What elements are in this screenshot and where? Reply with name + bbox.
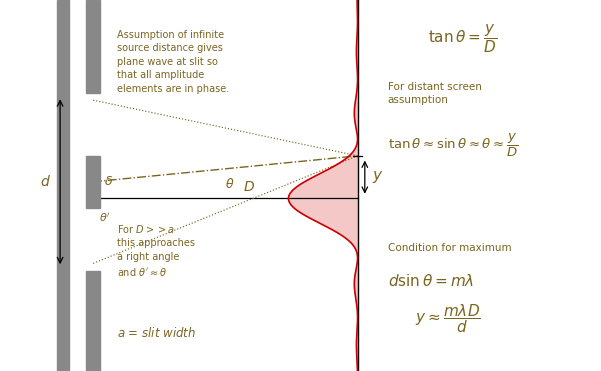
Text: For $D >> a$
this approaches
a right angle
and $\theta' \approx \theta$: For $D >> a$ this approaches a right ang… bbox=[117, 223, 195, 278]
Text: For distant screen
assumption: For distant screen assumption bbox=[388, 82, 481, 105]
Bar bbox=[86, 0, 100, 93]
Text: $a$ = slit width: $a$ = slit width bbox=[117, 326, 197, 341]
Bar bbox=[86, 271, 100, 371]
Text: Assumption of infinite
source distance gives
plane wave at slit so
that all ampl: Assumption of infinite source distance g… bbox=[117, 30, 230, 94]
Text: $\delta$: $\delta$ bbox=[104, 175, 113, 188]
Text: $\tan\theta \approx \sin\theta \approx \theta \approx \dfrac{y}{D}$: $\tan\theta \approx \sin\theta \approx \… bbox=[388, 132, 518, 159]
Bar bbox=[57, 0, 69, 371]
Bar bbox=[86, 156, 100, 208]
Text: $D$: $D$ bbox=[243, 180, 255, 194]
Text: Condition for maximum: Condition for maximum bbox=[388, 243, 511, 253]
Text: $\tan\theta = \dfrac{y}{D}$: $\tan\theta = \dfrac{y}{D}$ bbox=[428, 22, 498, 55]
Text: $\theta$: $\theta$ bbox=[225, 177, 235, 191]
Text: $y \approx \dfrac{m\lambda D}{d}$: $y \approx \dfrac{m\lambda D}{d}$ bbox=[415, 302, 481, 335]
Text: $d$: $d$ bbox=[40, 174, 51, 189]
Text: $d\sin\theta = m\lambda$: $d\sin\theta = m\lambda$ bbox=[388, 273, 474, 289]
Text: $\theta'$: $\theta'$ bbox=[99, 210, 111, 224]
Text: $y$: $y$ bbox=[372, 169, 383, 185]
